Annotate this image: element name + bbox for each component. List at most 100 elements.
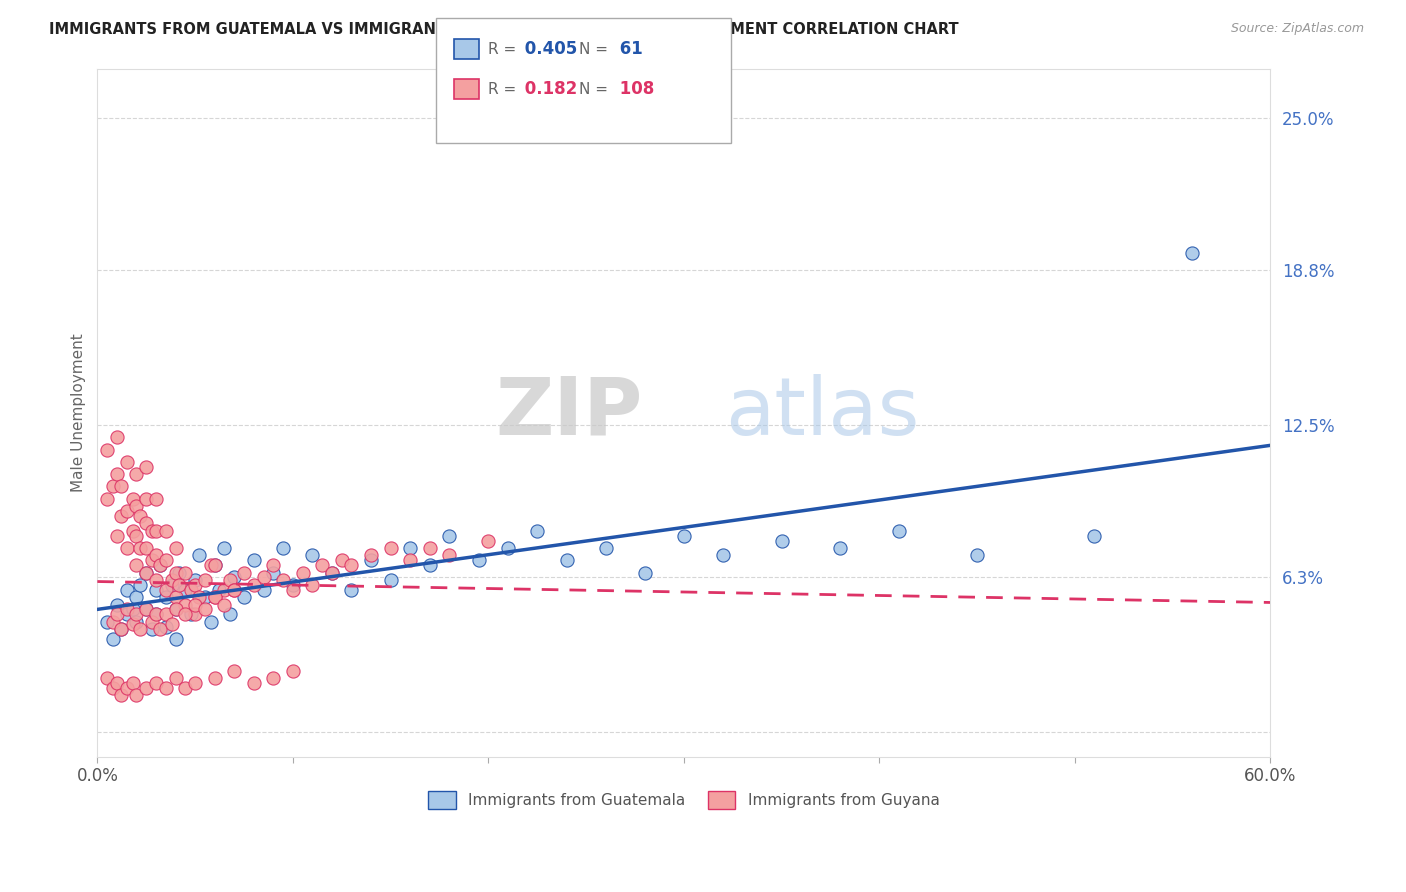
Point xyxy=(271,573,294,587)
Point xyxy=(204,590,226,604)
Point xyxy=(121,524,143,538)
Point xyxy=(165,602,187,616)
Text: Source: ZipAtlas.com: Source: ZipAtlas.com xyxy=(1230,22,1364,36)
Point xyxy=(711,549,734,563)
Point xyxy=(125,615,148,629)
Point xyxy=(165,590,187,604)
Point xyxy=(330,553,353,567)
Point xyxy=(155,553,177,567)
Text: atlas: atlas xyxy=(725,374,920,451)
Point xyxy=(101,681,124,695)
Point xyxy=(477,533,499,548)
Legend: Immigrants from Guatemala, Immigrants from Guyana: Immigrants from Guatemala, Immigrants fr… xyxy=(422,785,946,814)
Point xyxy=(301,549,323,563)
Point xyxy=(252,582,274,597)
Point xyxy=(165,541,187,555)
Point xyxy=(219,573,242,587)
Point xyxy=(145,607,167,622)
Point xyxy=(174,681,197,695)
Point xyxy=(125,467,148,482)
Point xyxy=(115,681,138,695)
Point xyxy=(101,632,124,646)
Point xyxy=(184,676,207,690)
Point xyxy=(101,615,124,629)
Point xyxy=(160,573,183,587)
Point xyxy=(262,671,284,685)
Point xyxy=(125,607,148,622)
Point xyxy=(149,558,172,573)
Point xyxy=(115,602,138,616)
Point xyxy=(96,615,118,629)
Point xyxy=(149,558,172,573)
Point xyxy=(204,590,226,604)
Point xyxy=(121,676,143,690)
Point xyxy=(204,671,226,685)
Point xyxy=(160,617,183,632)
Point xyxy=(281,664,304,678)
Point xyxy=(105,467,128,482)
Point xyxy=(155,590,177,604)
Point xyxy=(207,582,229,597)
Point xyxy=(194,573,217,587)
Point xyxy=(399,553,422,567)
Point xyxy=(115,582,138,597)
Point xyxy=(174,566,197,580)
Point xyxy=(155,582,177,597)
Point xyxy=(301,578,323,592)
Point xyxy=(135,566,157,580)
Point xyxy=(204,558,226,573)
Point xyxy=(141,553,163,567)
Point xyxy=(145,582,167,597)
Point xyxy=(672,529,695,543)
Point xyxy=(115,541,138,555)
Point xyxy=(155,524,177,538)
Point xyxy=(105,529,128,543)
Point xyxy=(194,590,217,604)
Point xyxy=(145,573,167,587)
Point xyxy=(419,541,441,555)
Point xyxy=(1181,246,1204,260)
Point xyxy=(214,541,236,555)
Point xyxy=(125,590,148,604)
Point xyxy=(252,570,274,584)
Point xyxy=(224,570,246,584)
Point xyxy=(467,553,489,567)
Point xyxy=(165,671,187,685)
Point xyxy=(204,558,226,573)
Point xyxy=(110,508,132,523)
Point xyxy=(115,504,138,518)
Text: 108: 108 xyxy=(614,80,655,98)
Point xyxy=(135,459,157,474)
Point xyxy=(770,533,793,548)
Point xyxy=(439,549,461,563)
Point xyxy=(184,598,207,612)
Text: 61: 61 xyxy=(614,40,643,58)
Point xyxy=(321,566,343,580)
Point xyxy=(160,578,183,592)
Point xyxy=(155,607,177,622)
Point xyxy=(145,491,167,506)
Point xyxy=(96,491,118,506)
Point xyxy=(135,681,157,695)
Point xyxy=(224,664,246,678)
Text: N =: N = xyxy=(579,82,613,96)
Point xyxy=(174,607,197,622)
Y-axis label: Male Unemployment: Male Unemployment xyxy=(72,334,86,492)
Point xyxy=(169,566,191,580)
Point xyxy=(125,499,148,513)
Point xyxy=(145,524,167,538)
Point xyxy=(149,622,172,636)
Point xyxy=(180,582,202,597)
Point xyxy=(145,549,167,563)
Point xyxy=(242,676,264,690)
Text: N =: N = xyxy=(579,42,613,56)
Point xyxy=(115,607,138,622)
Point xyxy=(145,607,167,622)
Point xyxy=(188,549,211,563)
Point xyxy=(291,566,314,580)
Point xyxy=(169,578,191,592)
Point xyxy=(214,598,236,612)
Point xyxy=(110,622,132,636)
Point xyxy=(184,578,207,592)
Point xyxy=(311,558,333,573)
